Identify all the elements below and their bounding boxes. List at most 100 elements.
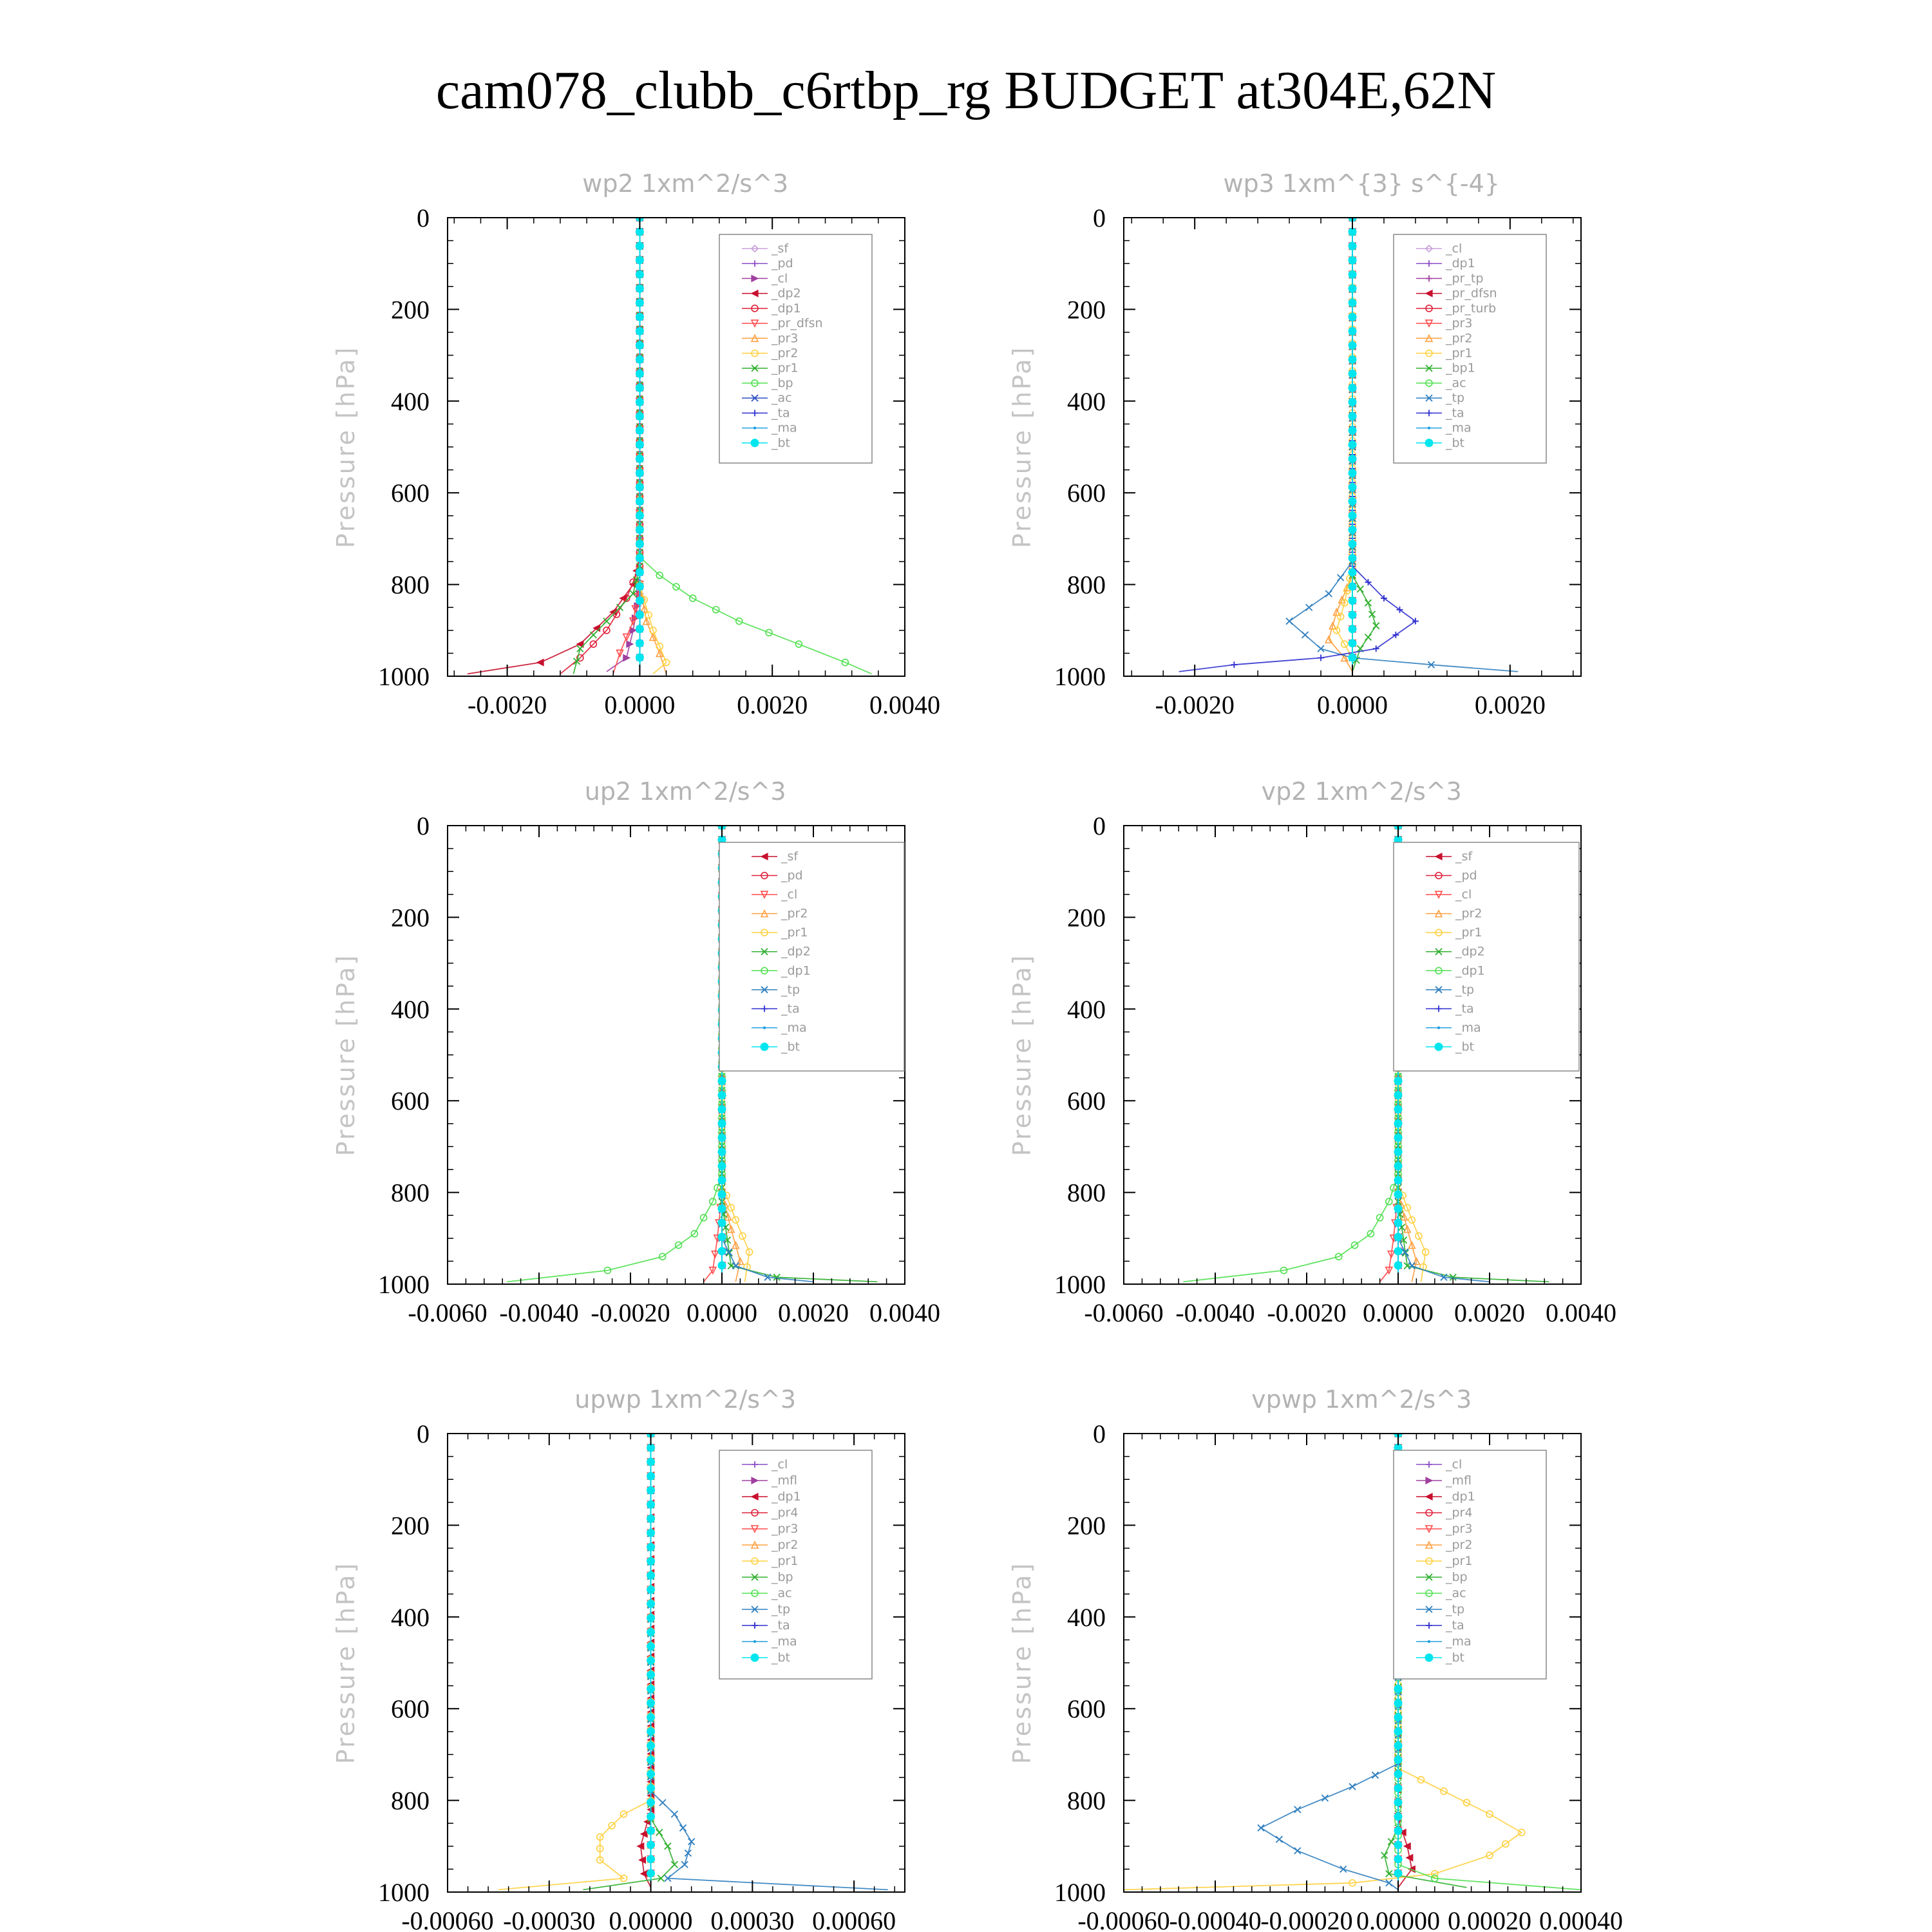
- y-tick-label: 600: [1067, 1694, 1106, 1723]
- y-tick-label: 200: [1067, 903, 1106, 932]
- series-point: [1394, 1119, 1403, 1128]
- series-point: [647, 1784, 656, 1793]
- x-tick-label: 0.0040: [869, 690, 940, 719]
- legend-marker: [1435, 948, 1443, 956]
- legend-label: _ac: [771, 1586, 792, 1600]
- x-tick-label: -0.0040: [499, 1298, 578, 1327]
- series-point: [1349, 1783, 1356, 1790]
- legend-label: _bt: [771, 1651, 790, 1665]
- legend-marker: [752, 410, 758, 417]
- series-point: [635, 369, 644, 378]
- series-point: [1365, 579, 1372, 586]
- series-point: [699, 1213, 708, 1222]
- series-point: [635, 625, 644, 634]
- series-point: [1372, 645, 1379, 652]
- series-point: [623, 654, 631, 662]
- legend: _cl_mfl_dp1_pr4_pr3_pr2_pr1_bp_ac_tp_ta_…: [1393, 1450, 1547, 1680]
- series-point: [736, 1256, 744, 1265]
- series-point: [1301, 631, 1309, 639]
- y-tick-label: 800: [391, 1786, 430, 1815]
- series-point: [1336, 612, 1345, 621]
- panel-title: wp2 1xm^2/s^3: [582, 169, 788, 198]
- legend-label: _bp1: [1445, 361, 1475, 375]
- legend-marker: [751, 379, 759, 387]
- series-point: [732, 1262, 739, 1270]
- series-point: [647, 1855, 656, 1864]
- legend-marker: [760, 1042, 769, 1051]
- series-point: [1440, 1273, 1448, 1281]
- series-point: [1394, 1261, 1403, 1270]
- legend-label: _bt: [781, 1039, 800, 1054]
- legend-marker: [760, 853, 768, 860]
- series-point: [1348, 483, 1357, 492]
- series-point: [656, 642, 664, 650]
- legend-label: _pr3: [771, 331, 798, 345]
- y-tick-label: 400: [1067, 1603, 1106, 1632]
- legend-marker: [1435, 929, 1443, 936]
- legend-label: _ta: [781, 1001, 800, 1016]
- series-point: [1385, 1266, 1394, 1275]
- series-point: [688, 1838, 696, 1846]
- legend-marker: [750, 244, 759, 253]
- y-tick-label: 0: [1093, 811, 1106, 840]
- legend-label: _pr3: [1445, 1522, 1472, 1536]
- legend: _cl_mfl_dp1_pr4_pr3_pr2_pr1_bp_ac_tp_ta_…: [719, 1450, 873, 1680]
- series-point: [1372, 622, 1380, 630]
- legend-label: _ma: [1445, 421, 1472, 435]
- legend-marker: [761, 871, 768, 880]
- series-point: [635, 412, 644, 421]
- series-point: [735, 617, 743, 625]
- legend-marker: [751, 1477, 759, 1484]
- series-point: [616, 603, 624, 611]
- series-point: [589, 631, 598, 639]
- x-tick-label: 0.0020: [778, 1298, 849, 1327]
- series-point: [1394, 1218, 1403, 1227]
- series-point: [647, 1542, 656, 1551]
- series-point: [1368, 611, 1376, 618]
- series-point: [647, 1812, 656, 1821]
- x-tick-label: 0.00000: [1356, 1906, 1440, 1932]
- legend-marker: [761, 1005, 768, 1012]
- series-point: [1367, 1229, 1375, 1238]
- legend-label: _tp: [1445, 1602, 1464, 1616]
- series-point: [714, 1184, 721, 1192]
- series-point: [635, 298, 644, 307]
- series-point: [1394, 1770, 1403, 1779]
- series-point: [1348, 284, 1357, 293]
- y-tick-label: 600: [391, 1694, 430, 1723]
- series-point: [645, 611, 652, 619]
- legend-label: _ta: [1455, 1001, 1474, 1016]
- legend-marker: [750, 319, 759, 328]
- legend-box: [1393, 842, 1580, 1072]
- series-point: [1350, 1241, 1359, 1249]
- x-tick-label: -0.00020: [1260, 1906, 1352, 1932]
- x-tick-label: -0.0020: [1155, 690, 1235, 719]
- series-group: [498, 1434, 888, 1891]
- legend-label: _bp: [771, 1570, 793, 1584]
- series-point: [1348, 511, 1357, 520]
- series-point: [1348, 312, 1357, 321]
- series-point: [764, 1273, 772, 1281]
- legend-label: _dp1: [771, 301, 801, 316]
- series-point: [1348, 412, 1357, 421]
- legend-label: _tp: [781, 983, 800, 997]
- legend-marker: [1425, 1525, 1434, 1533]
- y-tick-label: 0: [417, 204, 430, 232]
- y-tick-label: 0: [417, 811, 430, 840]
- legend-marker: [1426, 1622, 1432, 1629]
- legend-marker: [1434, 853, 1443, 860]
- series-point: [1394, 1699, 1403, 1708]
- series-point: [1394, 1148, 1403, 1157]
- series-point: [635, 554, 644, 563]
- series-point: [647, 1841, 656, 1850]
- legend-label: _pr2: [771, 1538, 798, 1552]
- legend-marker: [1425, 439, 1434, 448]
- y-tick-label: 800: [1067, 1786, 1106, 1815]
- legend-label: _pr4: [771, 1506, 798, 1520]
- legend-label: _pr3: [771, 1522, 798, 1536]
- x-tick-label: 0.0000: [604, 690, 675, 719]
- series-point: [1348, 526, 1357, 535]
- y-tick-label: 600: [1067, 1086, 1106, 1115]
- series-point: [1394, 1162, 1403, 1171]
